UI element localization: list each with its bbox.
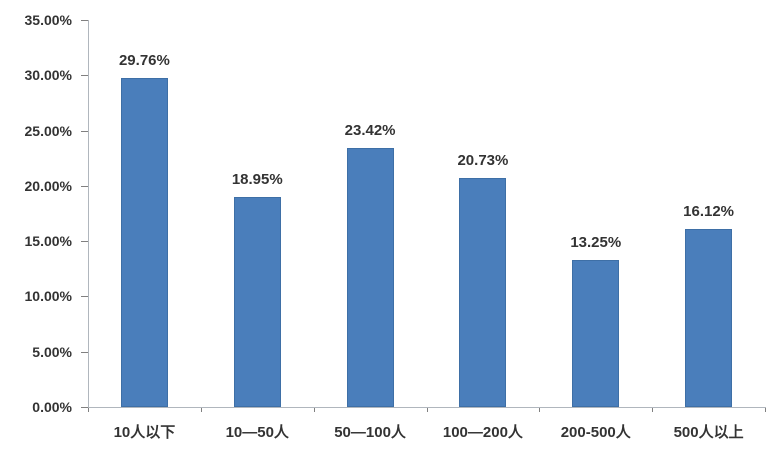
x-axis-label: 500人以上 bbox=[673, 424, 744, 441]
x-axis-label: 50—100人 bbox=[334, 424, 406, 441]
y-axis-tick-label: 30.00% bbox=[24, 67, 72, 84]
y-axis-tick-label: 15.00% bbox=[24, 233, 72, 250]
bar bbox=[572, 260, 620, 407]
bar-value-label: 23.42% bbox=[344, 122, 396, 140]
bar bbox=[685, 228, 733, 407]
bar-value-label: 29.76% bbox=[118, 51, 170, 69]
x-axis-tick bbox=[88, 408, 89, 412]
y-axis-tick bbox=[81, 185, 88, 187]
y-axis-tick bbox=[81, 75, 88, 77]
x-axis-tick bbox=[652, 408, 654, 412]
x-axis-label: 200-500人 bbox=[560, 424, 631, 441]
bar-value-label: 16.12% bbox=[683, 202, 735, 220]
x-axis-tick bbox=[765, 408, 766, 412]
bar-value-label: 13.25% bbox=[570, 234, 622, 252]
y-axis-tick-label: 35.00% bbox=[24, 12, 72, 28]
bar-value-label: 18.95% bbox=[231, 171, 283, 189]
bar bbox=[346, 148, 394, 407]
y-axis-tick-label: 25.00% bbox=[24, 122, 72, 139]
x-axis-tick bbox=[313, 408, 315, 412]
y-axis-tick bbox=[81, 20, 88, 21]
x-axis-tick bbox=[539, 408, 541, 412]
x-axis-tick bbox=[426, 408, 428, 412]
y-axis-tick bbox=[81, 407, 88, 408]
x-axis-label: 100—200人 bbox=[442, 424, 523, 441]
y-axis-tick-label: 20.00% bbox=[24, 177, 72, 194]
bar bbox=[233, 197, 281, 407]
x-axis-line bbox=[88, 407, 766, 408]
x-axis-label: 10—50人 bbox=[225, 424, 289, 441]
y-axis-tick bbox=[81, 296, 88, 298]
x-axis-label: 10人以下 bbox=[113, 424, 176, 441]
x-axis-tick bbox=[200, 408, 202, 412]
y-axis-tick bbox=[81, 130, 88, 132]
bar-value-label: 20.73% bbox=[457, 151, 509, 169]
bar bbox=[120, 77, 168, 407]
y-axis-line bbox=[88, 20, 89, 408]
y-axis-tick-label: 10.00% bbox=[24, 288, 72, 305]
bar bbox=[459, 177, 507, 407]
y-axis-tick bbox=[81, 351, 88, 353]
y-axis-tick-label: 5.00% bbox=[32, 343, 72, 360]
y-axis-tick bbox=[81, 241, 88, 243]
y-axis-tick-label: 0.00% bbox=[32, 399, 72, 415]
